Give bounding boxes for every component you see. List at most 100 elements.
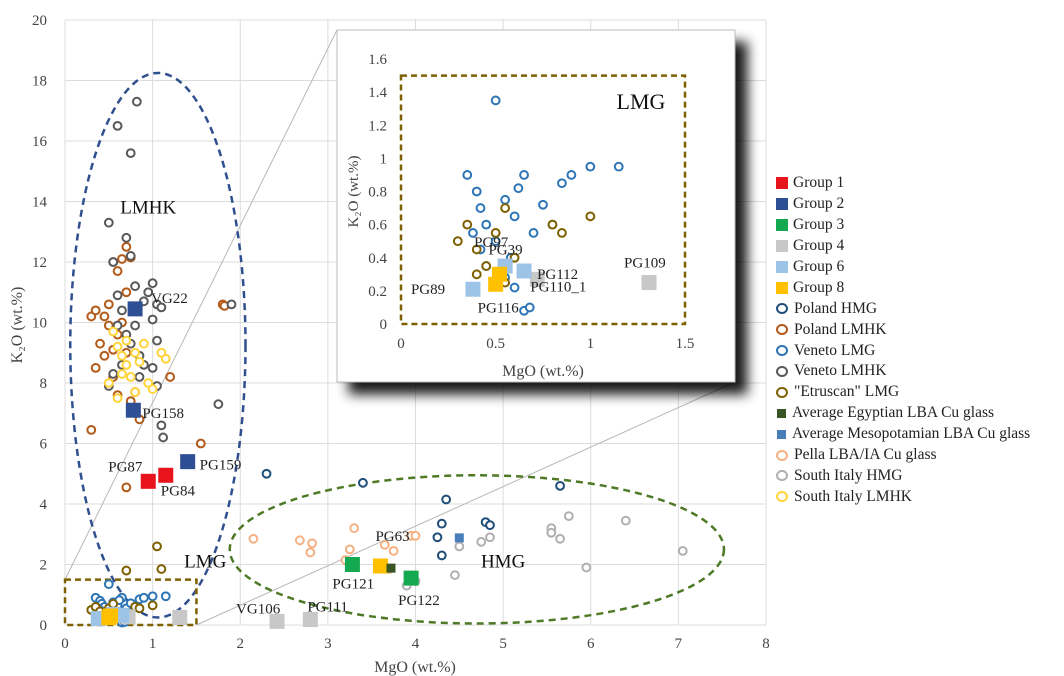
inset-lmg-box — [399, 74, 687, 326]
point-circle-marker — [125, 372, 136, 382]
legend-label: Pella LBA/IA Cu glass — [794, 446, 937, 464]
point-label: PG111 — [307, 600, 348, 616]
point-circle-marker — [112, 120, 123, 131]
point-circle-marker — [620, 515, 631, 526]
point-circle-marker — [130, 320, 141, 331]
inset-y-tick-label: 0.4 — [368, 251, 387, 267]
point-circle-marker — [108, 369, 119, 379]
inset-zoom-panel: 0 0.2 0.4 0.6 0.8 1 1.2 1.4 1.6 0 0.5 1 1.5 MgO (wt.%… — [336, 29, 736, 383]
main-y-tick-label: 20 — [32, 13, 47, 29]
legend-label: South Italy LMHK — [794, 487, 912, 505]
point-circle-marker — [147, 314, 158, 325]
point-label: VG22 — [151, 291, 188, 307]
point-square-marker — [269, 613, 285, 629]
point-circle-marker — [103, 579, 114, 590]
inset-y-tick-label: 1.2 — [368, 118, 387, 134]
point-circle-marker — [500, 203, 511, 213]
inset-y-axis-label: K₂O (wt.%) — [346, 156, 362, 228]
point-circle-marker — [138, 338, 149, 349]
main-x-tick-label: 3 — [324, 636, 332, 652]
legend-small-square-swatch — [777, 429, 786, 439]
point-circle-marker — [452, 236, 463, 247]
point-circle-marker — [261, 468, 272, 479]
point-circle-marker — [555, 533, 565, 544]
main-y-axis-label: K₂O (wt.%) — [9, 287, 26, 364]
legend-circle-swatch — [776, 491, 788, 503]
legend-item: South Italy LMHK — [776, 486, 1062, 507]
main-y-tick-label: 4 — [40, 497, 48, 513]
point-circle-marker — [195, 438, 206, 449]
legend-label: Veneto LMHK — [794, 362, 887, 380]
point-circle-marker — [481, 261, 492, 271]
point-circle-marker — [226, 299, 237, 310]
legend-item: Average Mesopotamian LBA Cu glass — [776, 424, 1062, 445]
legend-item: Group 4 — [776, 236, 1062, 257]
point-square-marker — [641, 275, 657, 291]
legend-square-swatch — [776, 240, 788, 253]
point-square-marker — [172, 609, 188, 625]
point-circle-marker — [471, 244, 482, 255]
point-square-marker — [465, 281, 481, 297]
point-circle-marker — [125, 148, 136, 159]
legend-circle-swatch — [776, 470, 788, 482]
point-circle-marker — [581, 562, 592, 573]
legend-item: Veneto LMHK — [776, 361, 1062, 382]
point-circle-marker — [121, 232, 132, 243]
point-circle-marker — [156, 420, 167, 431]
inset-x-tick-label: 1.5 — [676, 336, 695, 352]
point-circle-marker — [410, 530, 421, 541]
point-label: PG121 — [332, 577, 374, 593]
legend-item: Group 3 — [776, 215, 1062, 236]
point-circle-marker — [156, 564, 167, 574]
point-circle-marker — [462, 219, 473, 230]
main-x-tick-label: 1 — [149, 636, 157, 652]
point-circle-marker — [112, 290, 123, 301]
point-circle-marker — [485, 532, 495, 543]
legend-label: Group 2 — [793, 195, 845, 213]
point-circle-marker — [509, 252, 520, 263]
point-circle-marker — [147, 600, 158, 611]
legend-circle-swatch — [776, 386, 788, 398]
point-circle-marker — [90, 305, 101, 316]
inset-y-tick-label: 0.6 — [368, 218, 387, 234]
region-labels: LMHK LMG HMG — [120, 198, 525, 573]
point-circle-marker — [524, 302, 535, 313]
legend-label: Average Mesopotamian LBA Cu glass — [792, 425, 1031, 443]
point-circle-marker — [112, 393, 123, 404]
main-x-tick-label: 8 — [762, 636, 770, 652]
point-circle-marker — [117, 254, 127, 264]
point-circle-marker — [344, 544, 355, 555]
point-circle-marker — [86, 424, 97, 435]
point-circle-marker — [121, 565, 132, 576]
legend-label: South Italy HMG — [794, 466, 903, 484]
point-circle-marker — [563, 511, 574, 521]
main-x-tick-label: 7 — [675, 636, 683, 652]
main-y-tick-label: 18 — [32, 74, 47, 90]
point-circle-marker — [108, 257, 119, 267]
point-label: PG158 — [142, 406, 184, 422]
point-circle-marker — [147, 278, 158, 289]
point-circle-marker — [509, 282, 520, 293]
point-circle-marker — [117, 305, 127, 316]
point-circle-marker — [112, 341, 123, 352]
point-circle-marker — [450, 570, 460, 580]
point-circle-marker — [121, 241, 132, 252]
point-circle-marker — [134, 356, 145, 367]
point-circle-marker — [117, 369, 127, 379]
point-circle-marker — [130, 387, 141, 397]
point-circle-marker — [471, 269, 482, 280]
legend-label: Average Egyptian LBA Cu glass — [792, 404, 995, 422]
inset-point-label: PG110_1 — [530, 279, 586, 295]
inset-x-axis-label: MgO (wt.%) — [502, 363, 584, 380]
point-square-marker — [344, 557, 360, 572]
main-point-labels: PG87 PG84 VG22 PG158 PG159 PG121 PG122 VG106 PG1… — [108, 291, 440, 617]
legend-label: Group 4 — [793, 237, 845, 255]
point-circle-marker — [485, 520, 495, 531]
point-circle-marker — [555, 480, 565, 491]
point-circle-marker — [117, 350, 127, 361]
point-circle-marker — [143, 287, 154, 298]
point-circle-marker — [462, 170, 473, 180]
legend-label: Group 1 — [793, 174, 845, 192]
point-square-marker — [491, 266, 507, 282]
